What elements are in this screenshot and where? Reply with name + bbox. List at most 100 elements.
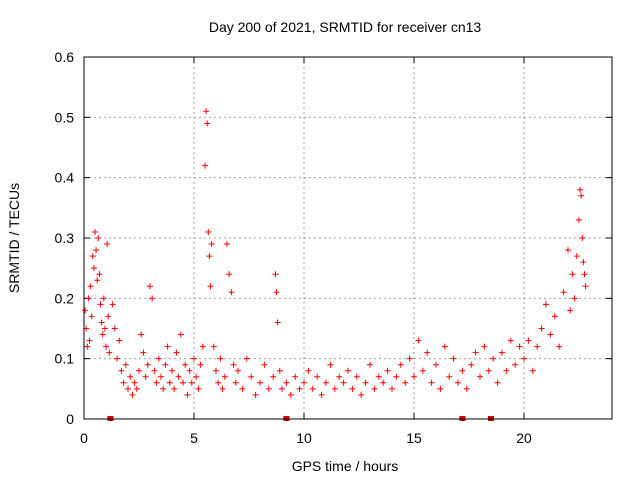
data-point bbox=[547, 331, 554, 338]
data-point bbox=[577, 186, 584, 193]
y-tick-label: 0 bbox=[66, 411, 74, 427]
data-point bbox=[273, 289, 280, 296]
data-point bbox=[309, 385, 316, 392]
y-tick-label: 0.2 bbox=[55, 290, 75, 306]
data-point bbox=[180, 379, 186, 386]
data-point bbox=[120, 379, 127, 386]
data-point bbox=[580, 259, 587, 266]
data-point bbox=[114, 355, 120, 362]
data-point bbox=[193, 373, 200, 380]
data-point bbox=[224, 241, 230, 248]
data-point bbox=[485, 367, 492, 374]
data-point bbox=[314, 373, 321, 380]
x-tick-label: 20 bbox=[516, 430, 532, 446]
data-point bbox=[503, 367, 510, 374]
data-point bbox=[155, 355, 162, 362]
data-point bbox=[571, 295, 578, 302]
data-point bbox=[265, 385, 272, 392]
data-points bbox=[82, 108, 589, 398]
data-point bbox=[516, 343, 523, 350]
data-point bbox=[529, 367, 536, 374]
data-point bbox=[327, 361, 334, 368]
data-point bbox=[375, 373, 382, 380]
data-point bbox=[111, 325, 118, 332]
data-point bbox=[397, 361, 404, 368]
data-point bbox=[463, 385, 470, 392]
data-point bbox=[345, 367, 351, 374]
data-point bbox=[582, 283, 589, 290]
data-point bbox=[272, 271, 279, 278]
data-point bbox=[494, 379, 501, 386]
data-point bbox=[213, 367, 219, 374]
data-point bbox=[287, 391, 294, 398]
data-point bbox=[153, 379, 160, 386]
data-point bbox=[380, 379, 387, 386]
data-point bbox=[534, 343, 541, 350]
data-point bbox=[149, 295, 156, 302]
data-point bbox=[202, 162, 208, 169]
data-point bbox=[279, 385, 285, 392]
data-point bbox=[441, 343, 448, 350]
data-point bbox=[569, 271, 576, 278]
data-point bbox=[481, 343, 488, 350]
data-point bbox=[415, 337, 422, 344]
data-point bbox=[455, 379, 461, 386]
data-point bbox=[257, 379, 263, 386]
x-tick-label: 0 bbox=[80, 430, 88, 446]
data-point bbox=[147, 283, 153, 290]
data-point bbox=[162, 361, 169, 368]
data-point bbox=[85, 295, 92, 302]
data-point bbox=[525, 337, 532, 344]
data-point bbox=[89, 253, 96, 260]
data-point bbox=[188, 379, 195, 386]
data-point bbox=[127, 373, 134, 380]
data-point bbox=[232, 379, 239, 386]
data-point bbox=[93, 247, 100, 254]
data-point bbox=[210, 343, 217, 350]
data-point bbox=[138, 331, 145, 338]
data-point bbox=[217, 355, 224, 362]
chart-title: Day 200 of 2021, SRMTID for receiver cn1… bbox=[209, 19, 482, 35]
data-point bbox=[551, 313, 558, 320]
data-point bbox=[122, 361, 129, 368]
data-point bbox=[221, 373, 228, 380]
data-point bbox=[142, 373, 149, 380]
data-point bbox=[199, 343, 206, 350]
data-point bbox=[389, 385, 395, 392]
data-point bbox=[186, 367, 193, 374]
y-axis-label: SRMTID / TECUs bbox=[6, 183, 22, 293]
data-point bbox=[477, 373, 483, 380]
data-point bbox=[92, 228, 98, 235]
data-point bbox=[104, 241, 111, 248]
data-point bbox=[402, 379, 409, 386]
data-point bbox=[136, 367, 142, 374]
data-point bbox=[235, 367, 241, 374]
data-point bbox=[109, 301, 116, 308]
data-point bbox=[133, 385, 140, 392]
plot-frame bbox=[83, 56, 613, 420]
data-point bbox=[226, 271, 233, 278]
data-point bbox=[367, 361, 373, 368]
data-point bbox=[219, 385, 226, 392]
y-tick-label: 0.1 bbox=[55, 351, 75, 367]
data-point bbox=[239, 385, 246, 392]
data-point bbox=[578, 192, 585, 199]
data-point bbox=[521, 355, 527, 362]
data-point bbox=[433, 361, 439, 368]
data-point bbox=[437, 385, 444, 392]
data-point bbox=[581, 271, 588, 278]
data-point bbox=[248, 373, 255, 380]
data-point bbox=[340, 379, 347, 386]
data-point bbox=[252, 391, 259, 398]
data-point bbox=[411, 373, 417, 380]
data-point bbox=[556, 343, 563, 350]
data-point bbox=[230, 361, 237, 368]
data-point bbox=[166, 379, 173, 386]
data-point bbox=[305, 367, 312, 374]
data-point bbox=[100, 295, 107, 302]
data-point bbox=[428, 379, 435, 386]
data-point bbox=[573, 253, 580, 260]
data-point bbox=[499, 349, 505, 356]
data-point bbox=[204, 120, 211, 127]
data-point bbox=[177, 331, 184, 338]
